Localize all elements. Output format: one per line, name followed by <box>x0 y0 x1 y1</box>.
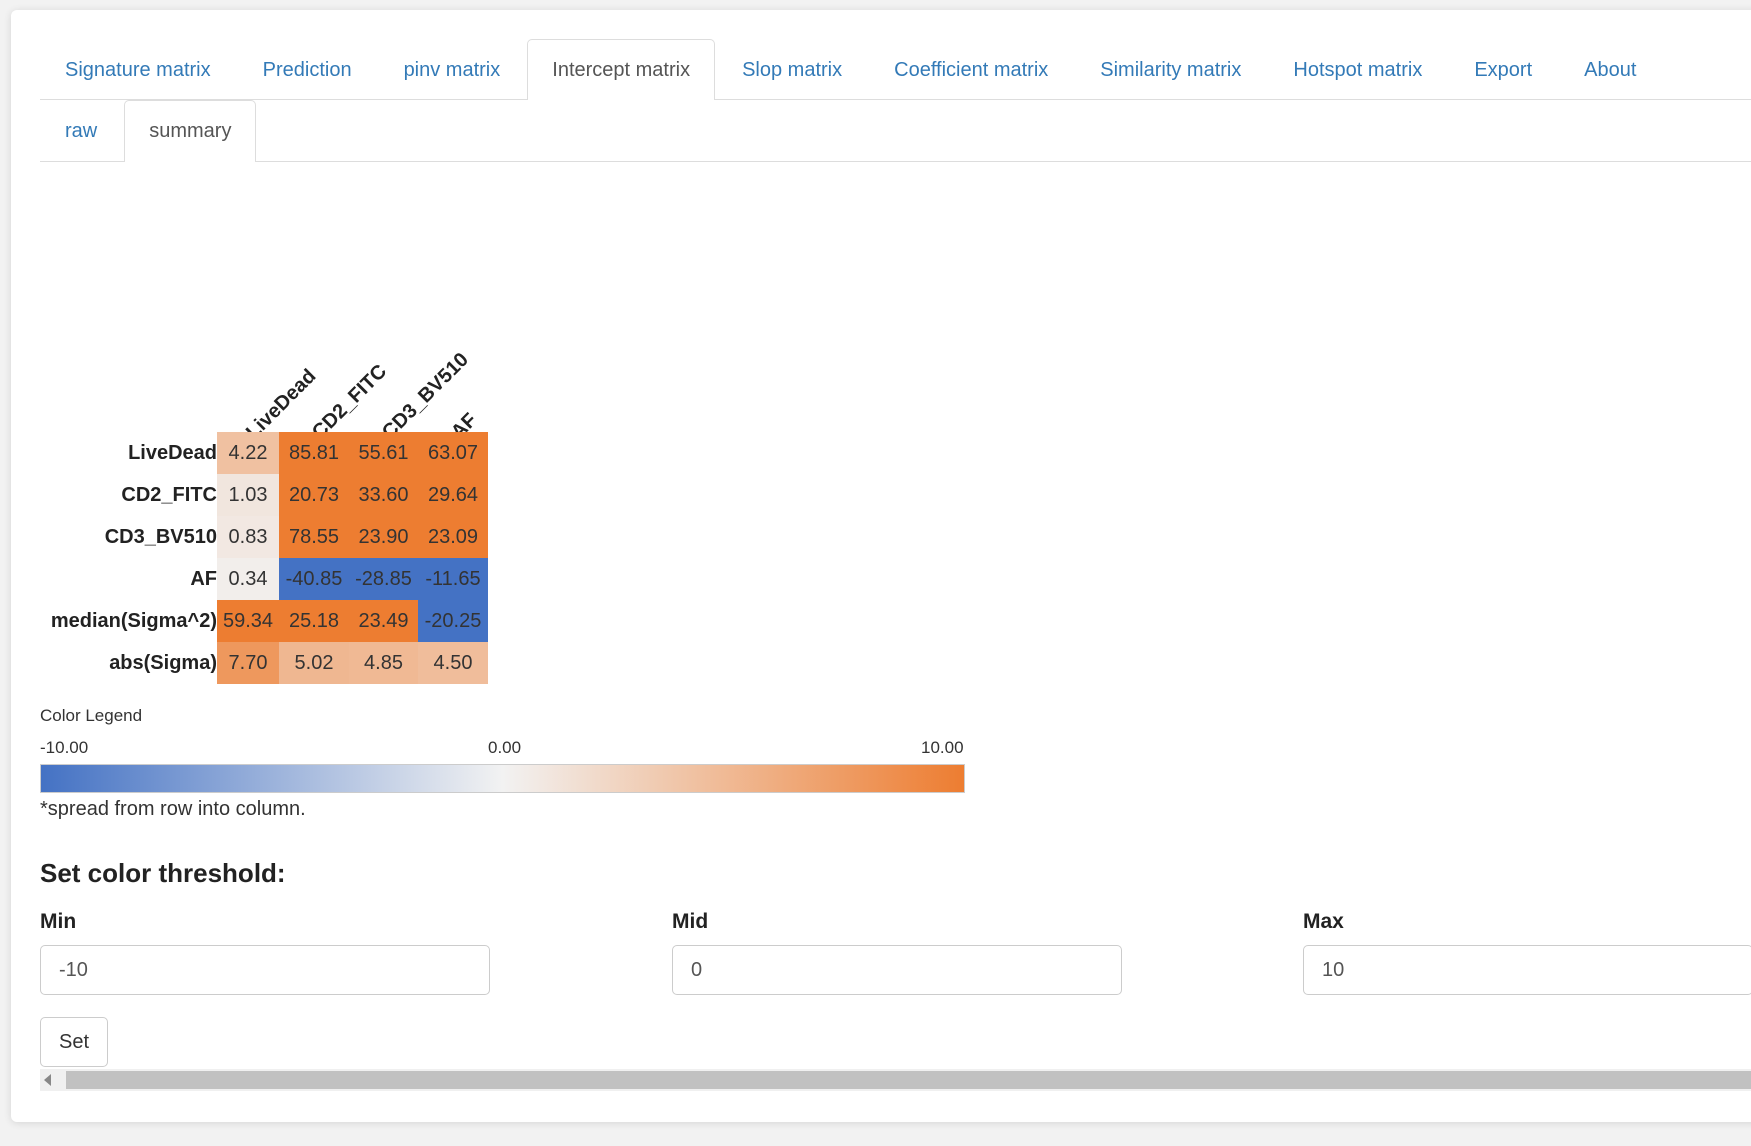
min-input[interactable] <box>40 945 490 995</box>
scroll-left-icon[interactable] <box>44 1074 51 1086</box>
main-tabs: Signature matrix Prediction pinv matrix Int… <box>40 39 1751 100</box>
legend-min-label: -10.00 <box>40 738 89 757</box>
matrix-cell: 4.50 <box>418 642 488 684</box>
legend-note: *spread from row into column. <box>40 798 306 820</box>
matrix-cell: 33.60 <box>349 474 418 516</box>
matrix-cell: 4.22 <box>217 432 279 474</box>
matrix-cell: 20.73 <box>279 474 349 516</box>
matrix-cell: 85.81 <box>279 432 349 474</box>
matrix-cell: 78.55 <box>279 516 349 558</box>
max-input[interactable] <box>1303 945 1751 995</box>
matrix-cell: 1.03 <box>217 474 279 516</box>
tab-prediction[interactable]: Prediction <box>262 59 352 81</box>
legend-title: Color Legend <box>40 706 143 725</box>
tab-similarity-matrix[interactable]: Similarity matrix <box>1100 59 1242 81</box>
row-header: LiveDead <box>128 442 217 464</box>
matrix-cell: -28.85 <box>349 558 418 600</box>
matrix-cell: -11.65 <box>418 558 488 600</box>
row-header: CD2_FITC <box>121 484 217 506</box>
threshold-heading: Set color threshold: <box>40 858 286 888</box>
legend-gradient-bar <box>40 764 965 793</box>
tab-slop-matrix[interactable]: Slop matrix <box>742 59 843 81</box>
matrix-cell: 63.07 <box>418 432 488 474</box>
tab-export[interactable]: Export <box>1474 59 1533 81</box>
max-label: Max <box>1303 910 1344 933</box>
matrix-cell: 29.64 <box>418 474 488 516</box>
row-header: median(Sigma^2) <box>50 610 217 632</box>
horizontal-scrollbar[interactable] <box>40 1069 1751 1091</box>
tab-about[interactable]: About <box>1584 59 1637 81</box>
matrix-cell: 5.02 <box>279 642 349 684</box>
matrix-cell: 23.49 <box>349 600 418 642</box>
sub-tabs: raw summary <box>40 100 1751 162</box>
matrix-cell: 59.34 <box>217 600 279 642</box>
legend-max-label: 10.00 <box>921 738 964 757</box>
min-label: Min <box>40 910 77 933</box>
row-header: abs(Sigma) <box>109 652 217 674</box>
matrix-cell: 0.34 <box>217 558 279 600</box>
tab-intercept-matrix[interactable]: Intercept matrix <box>527 39 716 100</box>
set-button[interactable]: Set <box>40 1017 108 1067</box>
matrix-cell: 55.61 <box>349 432 418 474</box>
subtab-raw[interactable]: raw <box>65 120 98 142</box>
mid-input[interactable] <box>672 945 1122 995</box>
tab-coefficient-matrix[interactable]: Coefficient matrix <box>894 59 1049 81</box>
mid-label: Mid <box>672 910 709 933</box>
tab-signature-matrix[interactable]: Signature matrix <box>65 59 211 81</box>
row-header: AF <box>190 568 217 590</box>
matrix-cell: 7.70 <box>217 642 279 684</box>
matrix-cell: -20.25 <box>418 600 488 642</box>
legend-mid-label: 0.00 <box>488 738 522 757</box>
matrix-cell: -40.85 <box>279 558 349 600</box>
matrix-cell: 4.85 <box>349 642 418 684</box>
matrix-cell: 25.18 <box>279 600 349 642</box>
row-header: CD3_BV510 <box>104 526 217 548</box>
matrix-cell: 23.90 <box>349 516 418 558</box>
matrix-cell: 23.09 <box>418 516 488 558</box>
tab-pinv-matrix[interactable]: pinv matrix <box>403 59 501 81</box>
matrix-cell: 0.83 <box>217 516 279 558</box>
subtab-summary[interactable]: summary <box>124 100 257 162</box>
tab-hotspot-matrix[interactable]: Hotspot matrix <box>1293 59 1423 81</box>
scroll-thumb[interactable] <box>66 1071 1751 1089</box>
